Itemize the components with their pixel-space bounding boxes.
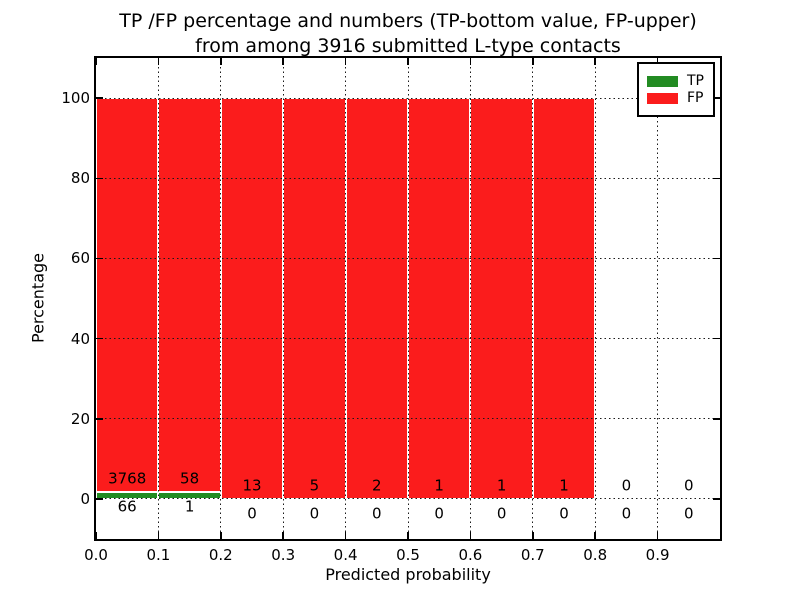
- legend-item-tp: TP: [647, 74, 704, 88]
- x-tickmark: [532, 58, 534, 65]
- fp-count-label: 5: [309, 476, 320, 495]
- fp-count-label: 3768: [108, 469, 147, 488]
- y-tickmark: [713, 177, 720, 179]
- fp-count-label: 1: [496, 476, 507, 495]
- v-gridline: [594, 58, 596, 539]
- fp-bar-segment: [532, 98, 596, 499]
- x-tick-label: 0.0: [84, 546, 108, 564]
- y-tick-label: 0: [80, 489, 90, 508]
- x-tickmark: [407, 58, 409, 65]
- y-tick-label: 80: [70, 169, 90, 188]
- y-tickmark: [713, 498, 720, 500]
- fp-bar-segment: [345, 98, 408, 499]
- y-tick-label: 40: [70, 329, 90, 348]
- chart-title-line2: from among 3916 submitted L-type contact…: [195, 35, 621, 57]
- x-tickmark: [407, 532, 409, 539]
- tp-count-label: 0: [247, 504, 257, 523]
- y-tickmark: [96, 257, 103, 260]
- fp-count-label: 2: [372, 476, 382, 495]
- fp-legend-swatch: [647, 92, 678, 104]
- x-tickmark: [157, 58, 160, 65]
- tp-count-label: 1: [184, 497, 195, 516]
- x-tickmark: [469, 532, 472, 539]
- tp-count-label: 66: [117, 497, 137, 516]
- x-tickmark: [157, 532, 160, 539]
- tp-count-label: 0: [684, 504, 694, 523]
- fp-bar-segment: [220, 98, 284, 499]
- v-gridline: [657, 58, 659, 539]
- y-tickmark: [96, 97, 103, 99]
- fp-bar-segment: [283, 98, 346, 499]
- plot-area: 3768 66 58 1 13 0 5 0 2 0 1 0 1 0 1 0 0 0 0 0 TP FP: [94, 56, 722, 541]
- x-tickmark: [95, 532, 97, 539]
- x-tickmark: [344, 58, 347, 65]
- y-tick-label: 20: [70, 409, 90, 428]
- x-tickmark: [220, 532, 222, 539]
- x-tickmark: [344, 532, 347, 539]
- fp-bar-segment: [408, 98, 471, 499]
- tp-count-label: 0: [434, 504, 444, 523]
- x-tick-label: 0.6: [458, 546, 483, 564]
- x-tick-label: 0.9: [645, 546, 670, 564]
- v-gridline: [282, 58, 284, 539]
- tp-count-label: 0: [621, 504, 632, 523]
- x-tickmark: [220, 58, 222, 65]
- x-tickmark: [594, 58, 596, 65]
- x-tick-label: 0.4: [333, 546, 358, 564]
- x-tick-label: 0.5: [396, 546, 420, 564]
- tp-count-label: 0: [309, 504, 320, 523]
- y-tickmark: [96, 337, 103, 340]
- chart-title: TP /FP percentage and numbers (TP-bottom…: [94, 9, 722, 59]
- fp-count-label: 1: [434, 476, 444, 495]
- x-tick-label: 0.8: [583, 546, 608, 564]
- x-tickmark: [656, 58, 659, 65]
- y-tickmark: [713, 337, 720, 340]
- fp-count-label: 0: [621, 476, 632, 495]
- y-tickmark: [713, 97, 720, 99]
- fp-count-label: 1: [559, 476, 569, 495]
- tp-count-label: 0: [372, 504, 382, 523]
- x-tickmark: [282, 58, 284, 65]
- y-tickmark: [713, 257, 720, 260]
- y-tickmark: [96, 177, 103, 179]
- fp-bar-segment: [158, 98, 221, 493]
- x-tickmark: [469, 58, 472, 65]
- y-tickmark: [96, 498, 103, 500]
- y-tick-label: 100: [61, 89, 90, 108]
- fp-legend-label: FP: [687, 90, 704, 106]
- x-tickmark: [282, 532, 284, 539]
- x-tick-label: 0.7: [520, 546, 545, 564]
- chart-title-line1: TP /FP percentage and numbers (TP-bottom…: [119, 10, 697, 32]
- v-gridline: [469, 58, 471, 539]
- v-gridline: [157, 58, 159, 539]
- x-tick-label: 0.2: [208, 546, 233, 564]
- x-tick-label: 0.3: [271, 546, 296, 564]
- v-gridline: [407, 58, 409, 539]
- y-tickmark: [713, 418, 720, 420]
- tp-legend-label: TP: [687, 73, 704, 89]
- legend-item-fp: FP: [647, 91, 704, 105]
- x-tickmark: [95, 58, 97, 65]
- tp-count-label: 0: [559, 504, 569, 523]
- tp-legend-swatch: [647, 75, 678, 87]
- x-tickmark: [656, 532, 659, 539]
- v-gridline: [220, 58, 222, 539]
- y-tick-label: 60: [70, 249, 90, 268]
- fp-count-label: 0: [684, 476, 694, 495]
- y-tickmark: [96, 418, 103, 420]
- tp-count-label: 0: [496, 504, 507, 523]
- x-tickmark: [594, 532, 596, 539]
- v-gridline: [345, 58, 347, 539]
- legend: TP FP: [637, 62, 715, 117]
- x-tick-label: 0.1: [146, 546, 171, 564]
- v-gridline: [532, 58, 534, 539]
- fp-count-label: 58: [180, 469, 200, 488]
- x-tickmark: [532, 532, 534, 539]
- fp-count-label: 13: [242, 476, 262, 495]
- fp-bar-segment: [96, 98, 159, 493]
- x-axis-label: Predicted probability: [325, 565, 491, 584]
- fp-bar-segment: [470, 98, 533, 499]
